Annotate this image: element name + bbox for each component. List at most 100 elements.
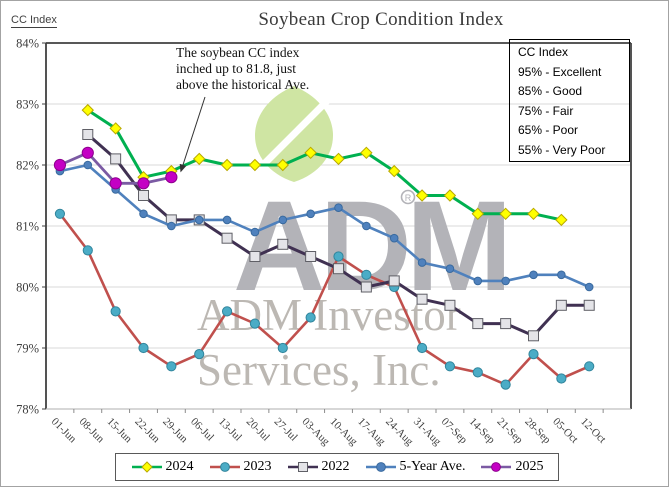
adm-watermark-line2: Services, Inc. [197, 345, 441, 395]
x-tick-label: 01-Jun [49, 416, 79, 446]
x-tick-label: 22-Jun [132, 416, 162, 446]
registered-mark: R [405, 193, 412, 203]
annotation-line: above the historical Ave. [176, 77, 310, 92]
data-point [194, 215, 204, 225]
scale-legend-item: 75% - Fair [518, 103, 574, 118]
x-tick-label: 31-Aug [411, 416, 444, 449]
data-point [138, 190, 149, 201]
data-point [249, 318, 261, 329]
data-point [137, 177, 150, 190]
data-point [500, 379, 511, 390]
y-tick-label: 82% [16, 159, 39, 173]
x-tick-label: 03-Aug [300, 416, 333, 449]
data-point [53, 158, 67, 172]
data-point [139, 209, 148, 219]
series-legend: 2024 2023 2022 5-Year Ave. 2025 [115, 453, 559, 481]
data-point [278, 215, 288, 225]
data-point [361, 269, 372, 280]
data-point [445, 264, 455, 274]
y-tick-label: 84% [16, 37, 39, 51]
data-point [82, 245, 93, 256]
data-point [556, 373, 567, 384]
data-point [584, 361, 595, 372]
data-point [528, 349, 539, 360]
x-tick-label: 13-Jul [216, 416, 244, 444]
data-point [305, 312, 316, 323]
legend-swatch [365, 462, 396, 472]
data-point [83, 160, 93, 170]
data-point [81, 103, 94, 117]
data-point [528, 330, 539, 342]
data-point [333, 263, 344, 275]
data-point [110, 306, 121, 317]
data-point [306, 209, 315, 219]
x-tick-label: 07-Sep [439, 416, 470, 447]
y-tick-label: 79% [16, 342, 39, 356]
annotation-arrow [179, 96, 206, 173]
x-tick-label: 08-Jun [77, 416, 107, 446]
y-tick-label: 83% [16, 98, 39, 112]
data-point [557, 270, 566, 280]
data-point [416, 342, 428, 354]
data-point [194, 349, 205, 360]
chart-title: Soybean Crop Condition Index [258, 9, 504, 30]
legend-swatch [131, 461, 162, 473]
series-2022 [82, 129, 595, 342]
data-point [276, 158, 289, 172]
data-point [250, 227, 260, 237]
data-point [444, 361, 456, 372]
scale-legend-item: 55% - Very Poor [518, 142, 606, 157]
legend-label: 2024 [165, 459, 194, 474]
data-point [248, 158, 262, 172]
data-point [501, 276, 510, 286]
data-point [388, 164, 401, 178]
data-point [333, 251, 344, 262]
gridlines [46, 103, 631, 349]
data-point [360, 146, 373, 160]
x-tick-label: 24-Aug [383, 416, 416, 449]
legend-swatch [481, 462, 512, 472]
legend-swatch [287, 462, 318, 472]
data-point [529, 270, 538, 280]
x-tick-label: 21-Sep [495, 416, 526, 447]
data-point [138, 342, 149, 354]
data-point [277, 238, 289, 250]
x-tick-label: 29-Jun [160, 416, 190, 446]
x-tick-label: 20-Jul [244, 416, 272, 444]
scale-legend-item: 95% - Excellent [518, 64, 602, 79]
x-tick-label: 12-Oct [578, 416, 608, 446]
legend-item-2022: 2022 [287, 459, 350, 475]
scale-legend-items: 95% - Excellent 85% - Good 75% - Fair 65% -… [518, 63, 629, 161]
data-point [304, 146, 317, 160]
data-point [193, 152, 206, 166]
data-point [471, 207, 484, 221]
data-point [443, 189, 457, 202]
data-point [499, 207, 512, 221]
legend-label: 2023 [243, 459, 272, 474]
legend-item-2023: 2023 [209, 459, 272, 475]
x-tick-label: 27-Jul [272, 416, 300, 444]
data-point [109, 177, 122, 190]
data-point [54, 208, 66, 219]
x-tick-label: 14-Sep [467, 416, 498, 447]
series-5-year-ave- [55, 160, 594, 292]
legend-label: 5-Year Ave. [399, 459, 466, 474]
data-point [221, 232, 233, 244]
annotation-line: inched up to 81.8, just [176, 61, 296, 76]
data-point [472, 367, 483, 378]
data-point [444, 299, 456, 311]
series-2025 [53, 146, 178, 190]
scale-legend-item: 65% - Poor [518, 123, 579, 137]
y-tick-label: 78% [16, 403, 39, 417]
legend-item-2025: 2025 [480, 459, 543, 475]
data-point [473, 276, 483, 286]
data-point [332, 152, 345, 166]
data-point [527, 207, 540, 221]
data-point [360, 281, 372, 293]
x-tick-label: 10-Aug [327, 416, 360, 449]
data-point [555, 213, 568, 227]
data-point [362, 221, 371, 231]
y-axis-labels: 78% 79% 80% 81% 82% 83% 84% [16, 37, 46, 417]
